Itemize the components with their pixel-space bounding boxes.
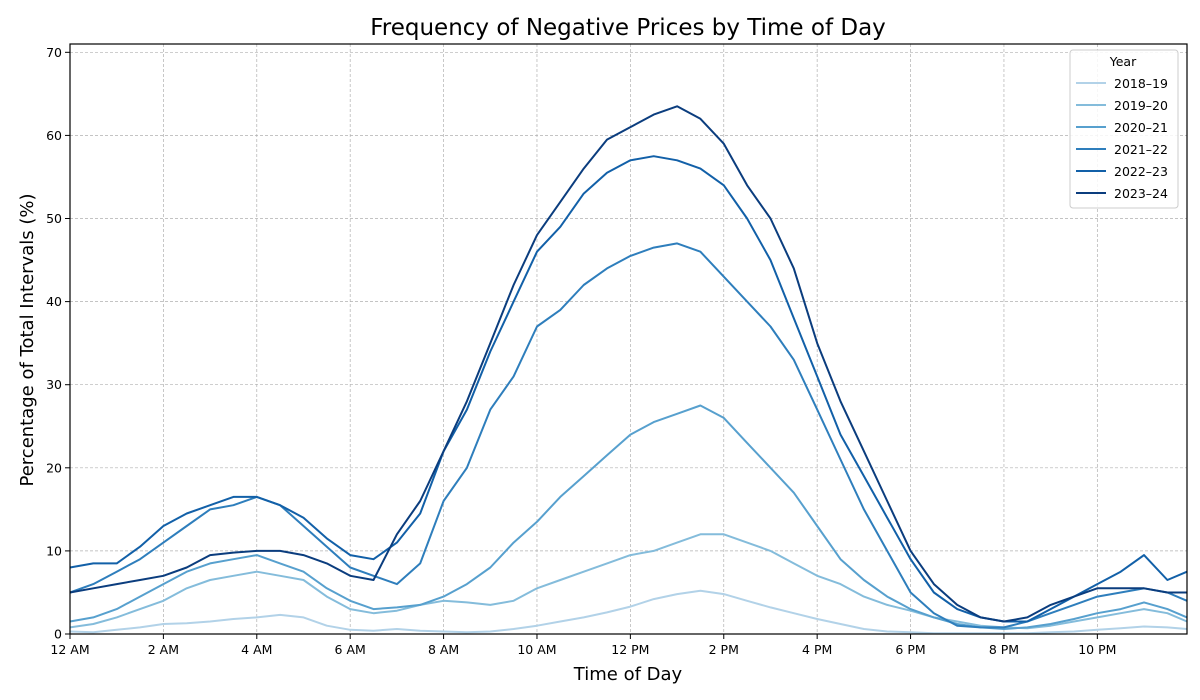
y-tick-label: 0 [54,627,62,642]
x-tick-label: 12 PM [611,642,649,657]
y-tick-label: 10 [46,543,62,558]
x-tick-label: 6 PM [895,642,925,657]
series-line-2020-21 [69,404,1188,630]
series-line-2023-24 [69,105,1187,623]
y-tick-label: 50 [46,211,62,226]
plot-frame [69,43,1188,635]
legend-entry: 2020–21 [1114,120,1168,135]
x-tick-label: 2 AM [148,642,179,657]
x-tick-label: 8 AM [428,642,459,657]
legend-entry: 2021–22 [1114,142,1168,157]
chart-title: Frequency of Negative Prices by Time of … [370,15,886,41]
y-tick-label: 60 [46,128,62,143]
grid [69,44,1187,635]
y-axis-label: Percentage of Total Intervals (%) [17,194,38,487]
x-tick-label: 4 AM [241,642,272,657]
y-tick-label: 30 [46,377,62,392]
x-axis: 12 AM 2 AM 4 AM 6 AM 8 AM 10 AM 12 PM 2 PM 4 PM 6… [50,634,1116,657]
series-line-2018-19 [69,589,1188,635]
series-layer [69,105,1188,635]
x-tick-label: 10 PM [1078,642,1116,657]
legend-entry: 2018–19 [1114,76,1168,91]
x-tick-label: 10 AM [517,642,556,657]
y-axis: 0 10 20 30 40 50 60 70 [46,45,70,642]
legend-entry: 2019–20 [1114,98,1168,113]
legend-entry: 2022–23 [1114,164,1168,179]
legend-entry: 2023–24 [1114,186,1168,201]
legend-box [1069,49,1179,209]
x-tick-label: 12 AM [50,642,89,657]
legend: Year 2018–19 2019–20 2020–21 2021–22 2022–23… [1069,49,1179,209]
x-tick-label: 4 PM [802,642,832,657]
legend-title: Year [1109,54,1137,69]
y-tick-label: 70 [46,45,62,60]
x-tick-label: 8 PM [989,642,1019,657]
x-axis-label: Time of Day [573,664,683,685]
y-tick-label: 20 [46,460,62,475]
x-tick-label: 2 PM [709,642,739,657]
x-tick-label: 6 AM [335,642,366,657]
y-tick-label: 40 [46,294,62,309]
